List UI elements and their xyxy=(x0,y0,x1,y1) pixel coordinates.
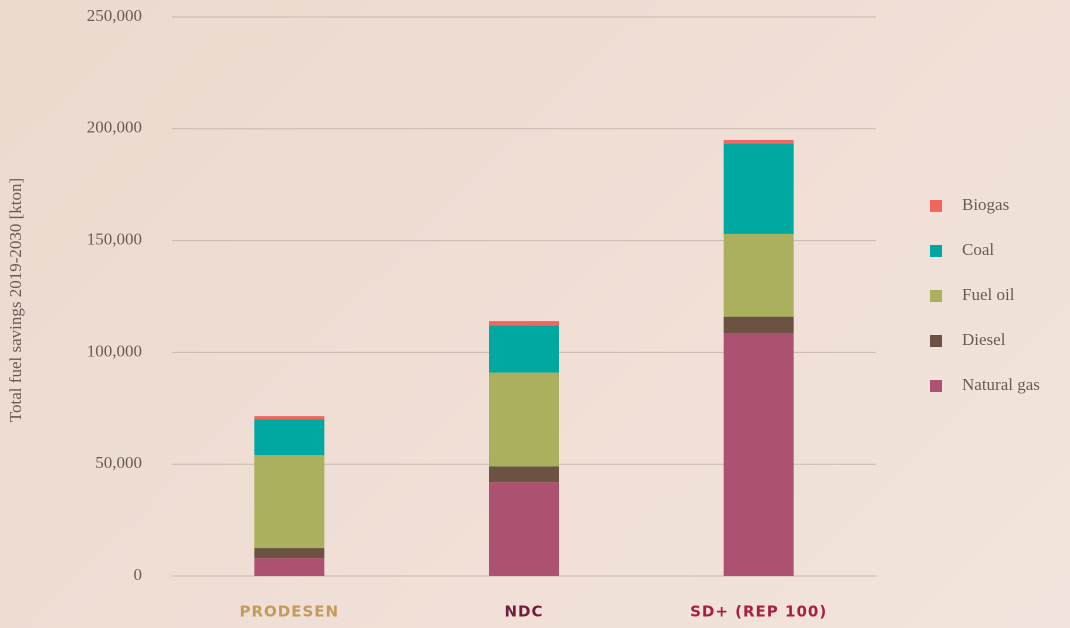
y-tick-label: 150,000 xyxy=(87,230,142,249)
y-tick-label: 250,000 xyxy=(87,6,142,25)
legend-swatch xyxy=(930,335,942,347)
y-tick-label: 100,000 xyxy=(87,341,142,360)
y-tick-label: 50,000 xyxy=(95,453,142,472)
y-axis-label: Total fuel savings 2019-2030 [kton] xyxy=(6,178,25,422)
legend-label: Natural gas xyxy=(962,375,1040,394)
x-tick-label: SD+ (REP 100) xyxy=(690,603,827,621)
bar-segment xyxy=(254,558,325,576)
bar-segment xyxy=(489,321,559,326)
bar-segment xyxy=(254,416,325,420)
y-tick-label: 200,000 xyxy=(87,118,142,137)
bar-segment xyxy=(723,316,794,334)
legend-label: Diesel xyxy=(962,330,1006,349)
y-tick-label: 0 xyxy=(134,565,143,584)
legend-swatch xyxy=(930,245,942,257)
legend-label: Fuel oil xyxy=(962,285,1015,304)
legend-swatch xyxy=(930,290,942,302)
legend-swatch xyxy=(930,200,942,212)
x-tick-label: PRODESEN xyxy=(240,603,340,621)
bar-segment xyxy=(489,372,559,467)
bar-segment xyxy=(254,455,325,549)
bar-segment xyxy=(723,143,794,234)
bar-segment xyxy=(723,233,794,317)
bar-segment xyxy=(723,139,794,144)
legend-label: Biogas xyxy=(962,195,1009,214)
x-tick-label: NDC xyxy=(504,603,543,621)
bar-segment xyxy=(254,548,325,559)
bar-segment xyxy=(489,325,559,373)
bar-segment xyxy=(254,419,325,456)
bar-segment xyxy=(489,482,559,576)
bar-segment xyxy=(723,333,794,576)
bar-segment xyxy=(489,466,559,483)
legend-swatch xyxy=(930,380,942,392)
legend-label: Coal xyxy=(962,240,994,259)
